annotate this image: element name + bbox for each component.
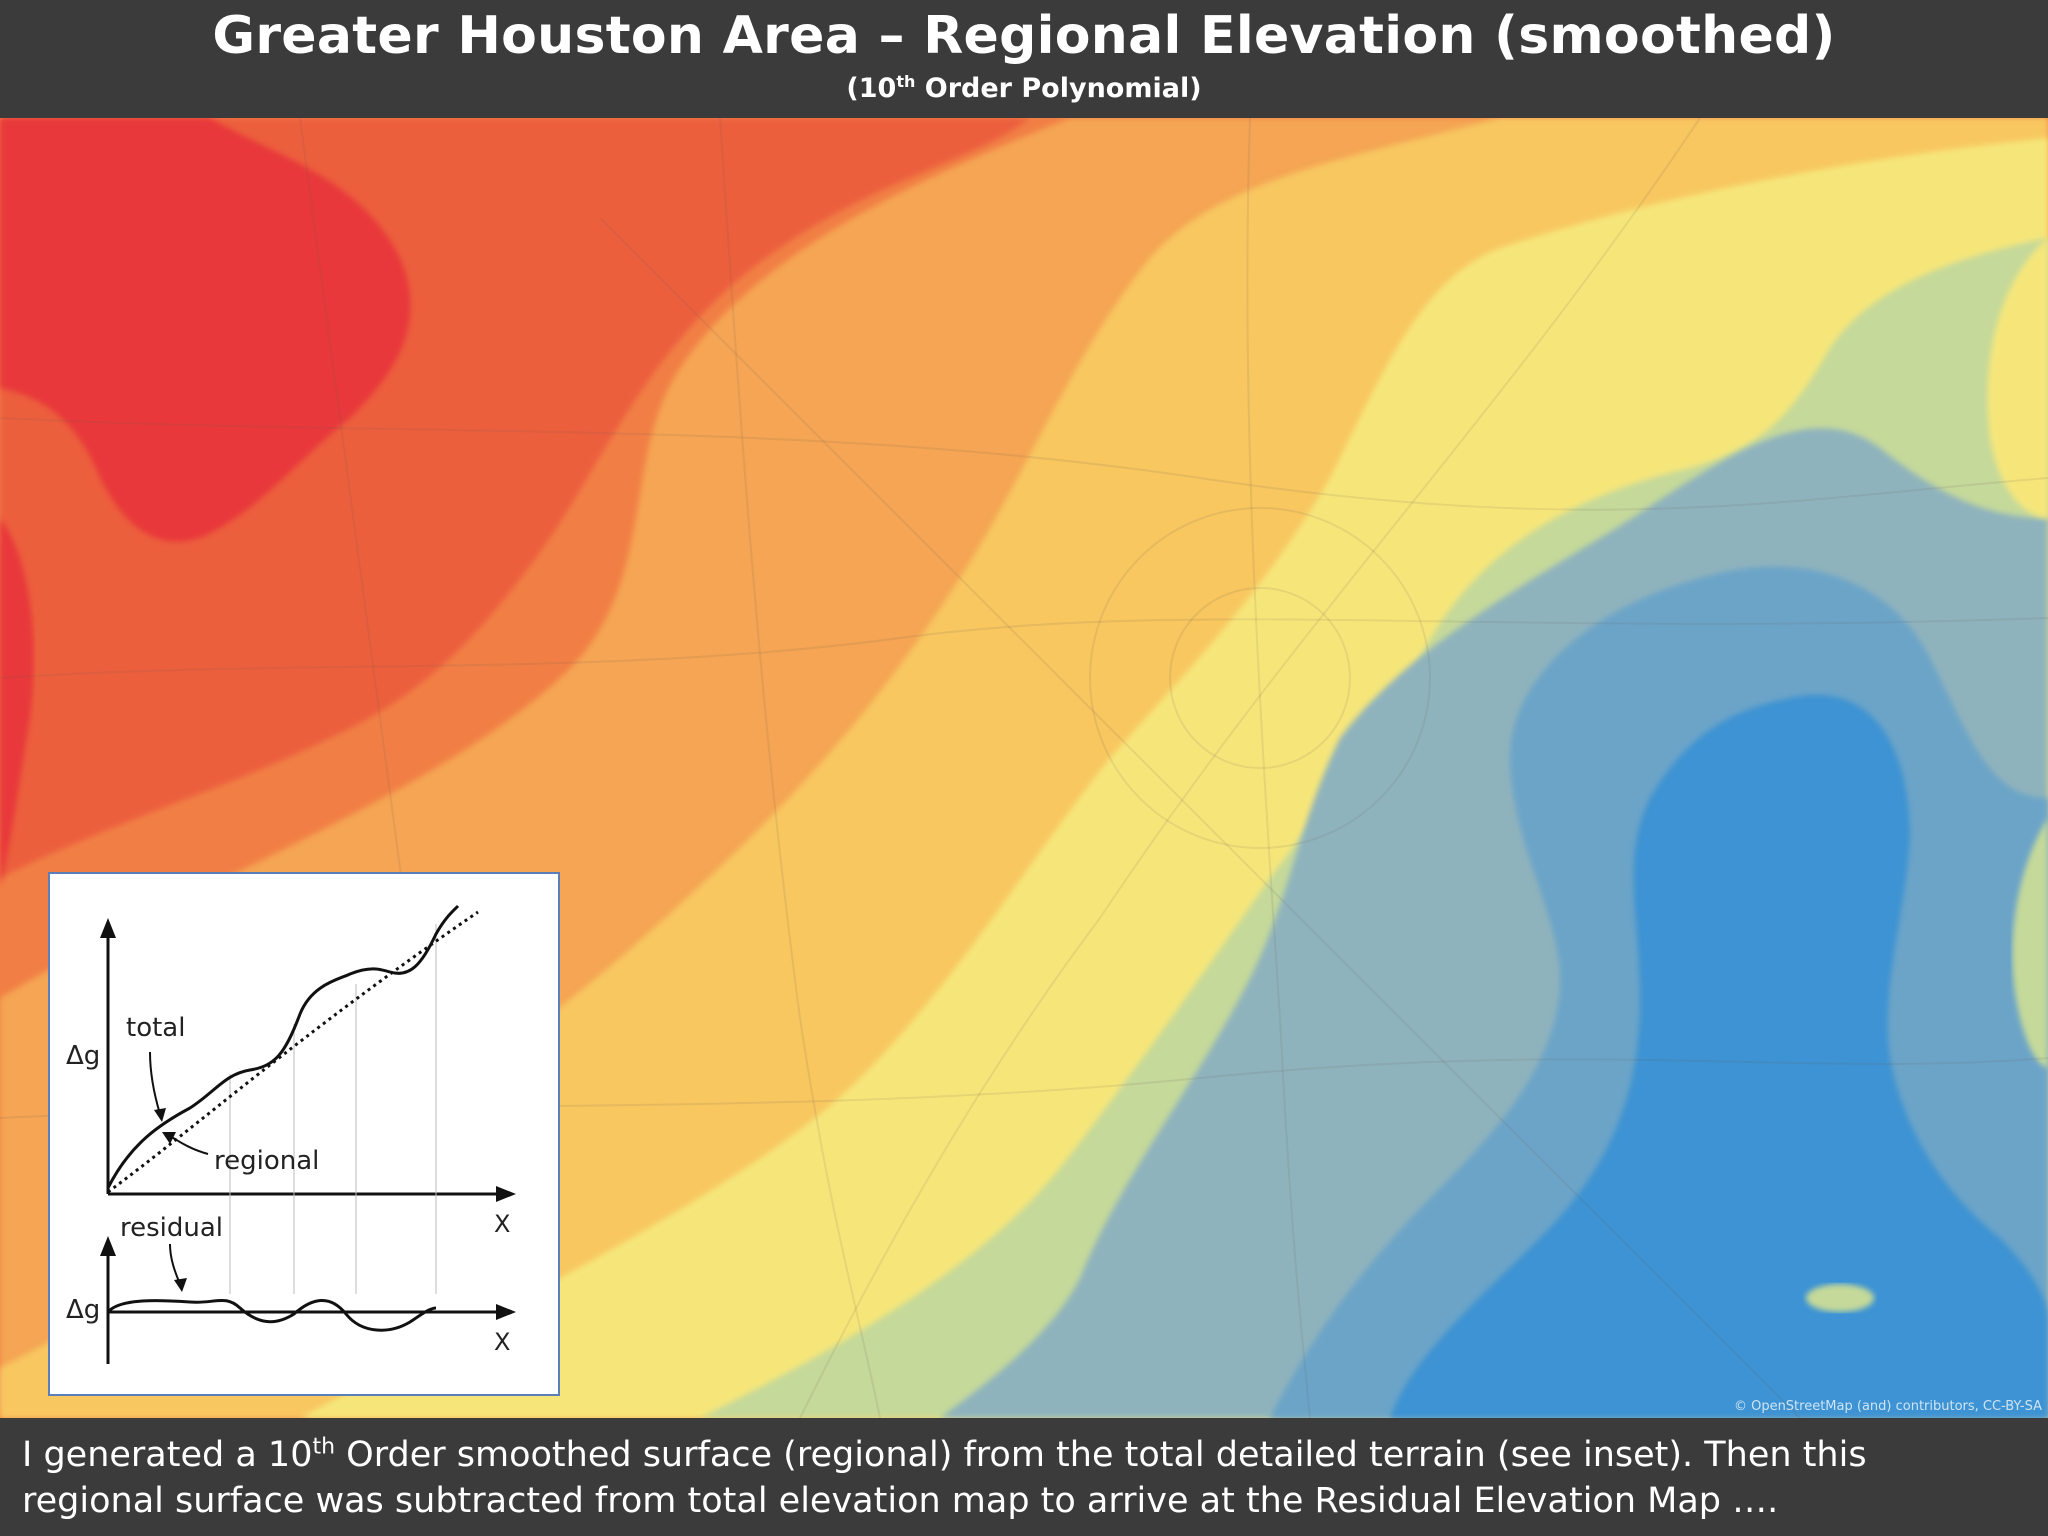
residual-pointer-head	[174, 1278, 187, 1292]
total-pointer	[149, 1051, 161, 1115]
subtitle-pre: (10	[846, 73, 897, 104]
guide-lines	[229, 924, 437, 1294]
title-bar: Greater Houston Area – Regional Elevatio…	[0, 0, 2048, 118]
inset-diagram: total regional residual Δg Δg X X	[48, 872, 560, 1396]
top-y-arrow	[100, 918, 116, 938]
residual-pointer	[169, 1243, 181, 1285]
label-x-bottom: X	[494, 1328, 510, 1356]
top-x-arrow	[496, 1186, 516, 1202]
label-residual: residual	[120, 1213, 223, 1243]
band-red	[0, 118, 411, 542]
caption-line-1-sup: th	[312, 1434, 336, 1460]
regional-curve	[107, 910, 479, 1194]
band-red-left	[0, 518, 34, 888]
label-delta-g-bottom: Δg	[66, 1295, 100, 1325]
regional-pointer	[169, 1135, 209, 1155]
caption-line-1-pre: I generated a 10	[22, 1435, 313, 1475]
bottom-y-arrow	[100, 1236, 116, 1256]
band-right-yellow	[1987, 238, 2048, 518]
band-blue	[1390, 694, 2048, 1418]
small-pale-patch	[1806, 1284, 1874, 1312]
map-attribution: © OpenStreetMap (and) contributors, CC-B…	[1733, 1399, 2042, 1414]
subtitle-post: Order Polynomial)	[915, 73, 1202, 104]
regional-pointer-head	[162, 1132, 176, 1144]
residual-curve	[106, 1298, 437, 1332]
caption-line-2: regional surface was subtracted from tot…	[22, 1481, 1779, 1521]
caption-line-1: I generated a 10th Order smoothed surfac…	[22, 1432, 2026, 1478]
label-total: total	[126, 1013, 185, 1043]
inset-graph: total regional residual Δg Δg X X	[66, 904, 516, 1364]
page-title: Greater Houston Area – Regional Elevatio…	[212, 6, 1836, 66]
street-network	[0, 118, 2048, 1418]
page-subtitle: (10th Order Polynomial)	[0, 74, 2048, 104]
total-curve	[106, 904, 460, 1189]
total-pointer-head	[154, 1108, 166, 1122]
label-delta-g-top: Δg	[66, 1041, 100, 1071]
subtitle-sup: th	[896, 72, 916, 91]
band-right-pale-green	[2012, 818, 2048, 1068]
bottom-x-arrow	[496, 1304, 516, 1320]
label-regional: regional	[214, 1146, 319, 1176]
caption: I generated a 10th Order smoothed surfac…	[0, 1418, 2048, 1536]
label-x-top: X	[494, 1210, 510, 1238]
caption-line-1-post: Order smoothed surface (regional) from t…	[335, 1435, 1867, 1475]
